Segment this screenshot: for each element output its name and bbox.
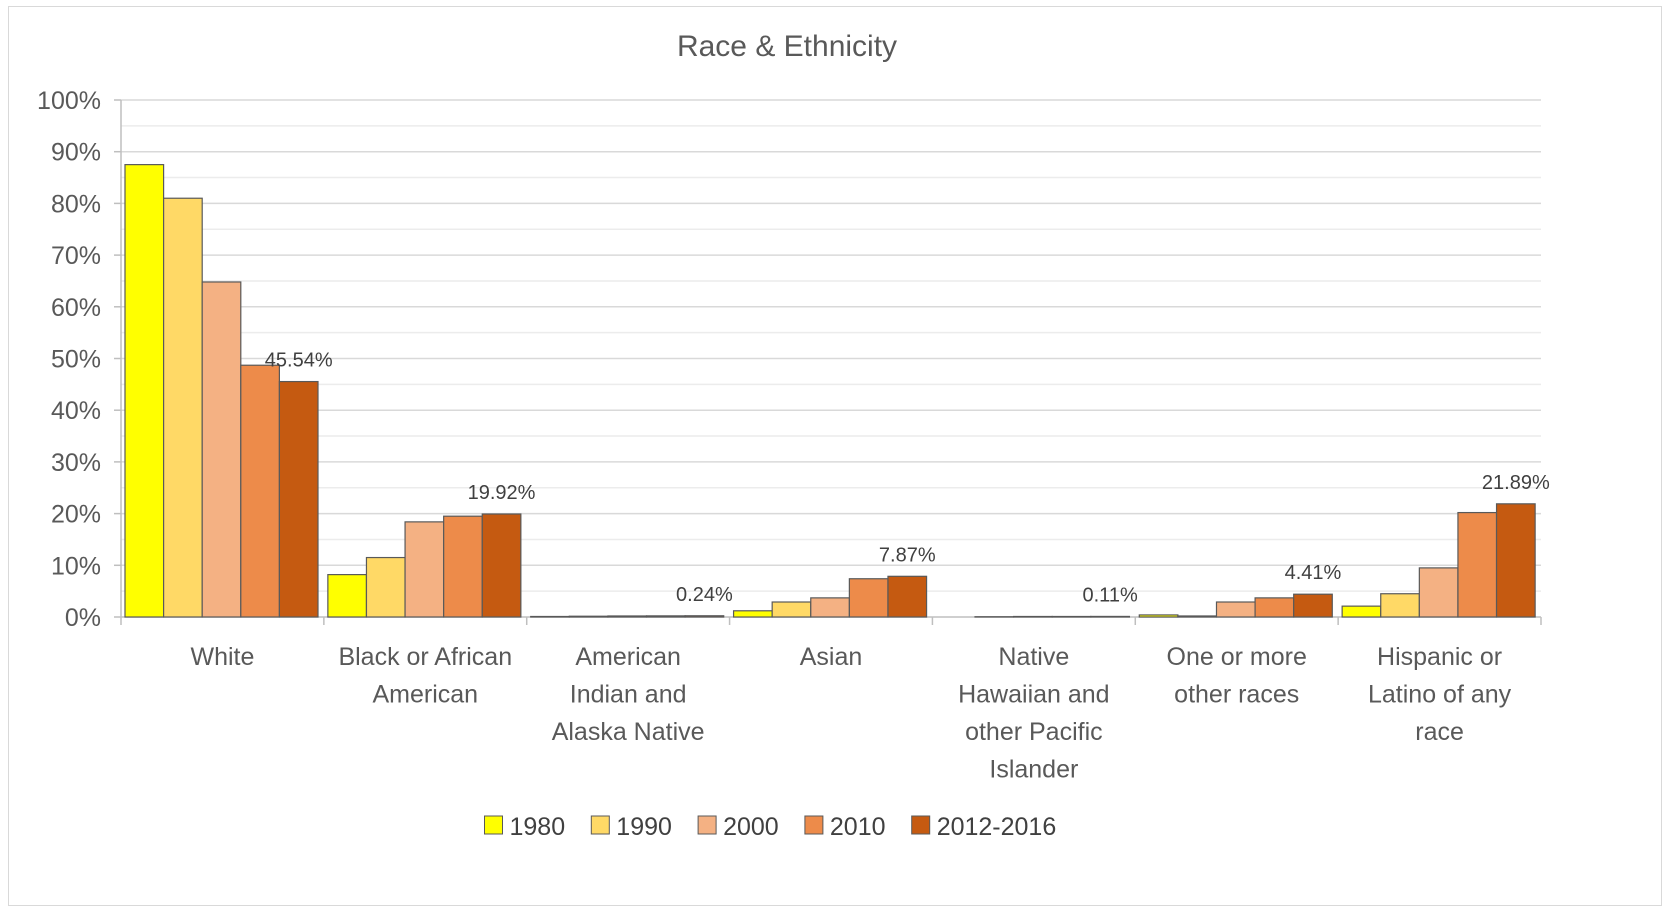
legend-label: 2012-2016 bbox=[937, 813, 1057, 841]
bar-2010-0 bbox=[240, 364, 281, 618]
category-label: American bbox=[575, 643, 681, 671]
y-tick-label: 40% bbox=[51, 397, 101, 425]
legend-swatch-2010 bbox=[804, 815, 824, 835]
category-label: One or more bbox=[1167, 643, 1307, 671]
bar-1980-3 bbox=[732, 610, 773, 618]
legend-label: 2010 bbox=[830, 813, 886, 841]
bar-2000-2 bbox=[607, 615, 648, 618]
data-label: 0.24% bbox=[676, 584, 733, 606]
category-label: Hispanic or bbox=[1377, 643, 1502, 671]
y-tick-label: 0% bbox=[65, 604, 101, 632]
y-tick-label: 70% bbox=[51, 242, 101, 270]
chart-frame: Race & Ethnicity 0% 10% 20% 30% 40% 50% 60% 70%… bbox=[8, 6, 1662, 906]
legend-label: 1980 bbox=[510, 813, 566, 841]
legend: 1980 1990 2000 2010 2012-2016 bbox=[484, 813, 1057, 841]
category-label: other Pacific bbox=[965, 718, 1103, 746]
legend-swatch-1990 bbox=[590, 815, 610, 835]
category-label: Latino of any bbox=[1368, 681, 1512, 709]
data-label: 4.41% bbox=[1285, 562, 1342, 584]
bar-2010-6 bbox=[1457, 511, 1498, 618]
bar-2012-2016-1 bbox=[481, 513, 522, 618]
y-tick-label: 50% bbox=[51, 346, 101, 374]
category-label: American bbox=[372, 681, 478, 709]
bar-2000-1 bbox=[404, 521, 445, 618]
legend-swatch-2012-2016 bbox=[911, 815, 931, 835]
bar-2012-2016-3 bbox=[887, 575, 928, 618]
y-tick-label: 90% bbox=[51, 139, 101, 167]
bar-2012-2016-5 bbox=[1293, 593, 1333, 618]
y-tick-label: 100% bbox=[37, 87, 101, 115]
data-label: 21.89% bbox=[1482, 472, 1550, 494]
bar-2010-4 bbox=[1051, 615, 1092, 618]
bar-1980-2 bbox=[530, 615, 570, 618]
bar-1980-6 bbox=[1341, 605, 1382, 618]
y-tick-label: 80% bbox=[51, 190, 101, 218]
category-label: Hawaiian and bbox=[958, 681, 1110, 709]
bar-1990-3 bbox=[771, 601, 812, 618]
bar-2000-3 bbox=[810, 597, 850, 618]
bar-2012-2016-4 bbox=[1090, 615, 1131, 618]
data-label: 45.54% bbox=[265, 350, 333, 372]
category-label: Alaska Native bbox=[552, 718, 705, 746]
gridlines bbox=[121, 99, 1541, 592]
bar-2000-5 bbox=[1215, 601, 1256, 618]
legend-swatch-1980 bbox=[484, 815, 503, 835]
category-label: Indian and bbox=[570, 681, 687, 709]
category-labels: White Black or African American American Ind… bbox=[190, 643, 1511, 784]
category-label: Native bbox=[998, 643, 1069, 671]
bar-2012-2016-0 bbox=[278, 380, 319, 618]
category-label: other races bbox=[1174, 681, 1299, 709]
bar-1980-1 bbox=[327, 574, 368, 618]
bar-2000-0 bbox=[201, 281, 242, 618]
legend-label: 1990 bbox=[616, 813, 672, 841]
bar-2010-3 bbox=[848, 578, 889, 618]
bar-1980-0 bbox=[124, 164, 165, 618]
y-tick-label: 10% bbox=[51, 552, 101, 580]
category-label: race bbox=[1415, 718, 1464, 746]
data-label: 7.87% bbox=[879, 544, 936, 566]
category-label: Black or African bbox=[338, 643, 512, 671]
bar-2012-2016-2 bbox=[684, 615, 725, 618]
y-tick-label: 20% bbox=[51, 501, 101, 529]
bar-2012-2016-6 bbox=[1495, 503, 1536, 618]
bar-2000-6 bbox=[1418, 567, 1459, 618]
category-label: Islander bbox=[989, 756, 1078, 784]
legend-swatch-2000 bbox=[697, 815, 717, 835]
data-label: 19.92% bbox=[468, 482, 536, 504]
axes: 0% 10% 20% 30% 40% 50% 60% 70% 80% 90% 100% bbox=[37, 87, 1542, 632]
bar-2010-1 bbox=[443, 515, 483, 618]
bar-1990-5 bbox=[1177, 615, 1218, 618]
bar-1990-0 bbox=[163, 197, 203, 618]
bar-2000-4 bbox=[1013, 615, 1053, 618]
category-label: White bbox=[190, 643, 254, 671]
y-tick-label: 60% bbox=[51, 294, 101, 322]
bar-2010-5 bbox=[1254, 597, 1295, 618]
bar-1990-1 bbox=[365, 556, 406, 618]
data-labels: 45.54% 19.92% 0.24% 7.87% 0.11% 4.41% 21.89% bbox=[265, 350, 1550, 607]
legend-label: 2000 bbox=[723, 813, 779, 841]
y-tick-label: 30% bbox=[51, 449, 101, 477]
category-label: Asian bbox=[800, 643, 863, 671]
chart-title: Race & Ethnicity bbox=[677, 30, 897, 63]
bar-1980-5 bbox=[1138, 614, 1179, 618]
bar-1990-2 bbox=[568, 615, 609, 618]
bar-2010-2 bbox=[645, 615, 686, 618]
bars bbox=[124, 164, 1536, 618]
bar-chart: Race & Ethnicity 0% 10% 20% 30% 40% 50% 60% 70%… bbox=[37, 30, 1550, 841]
bar-1990-6 bbox=[1380, 593, 1420, 618]
data-label: 0.11% bbox=[1083, 584, 1138, 606]
